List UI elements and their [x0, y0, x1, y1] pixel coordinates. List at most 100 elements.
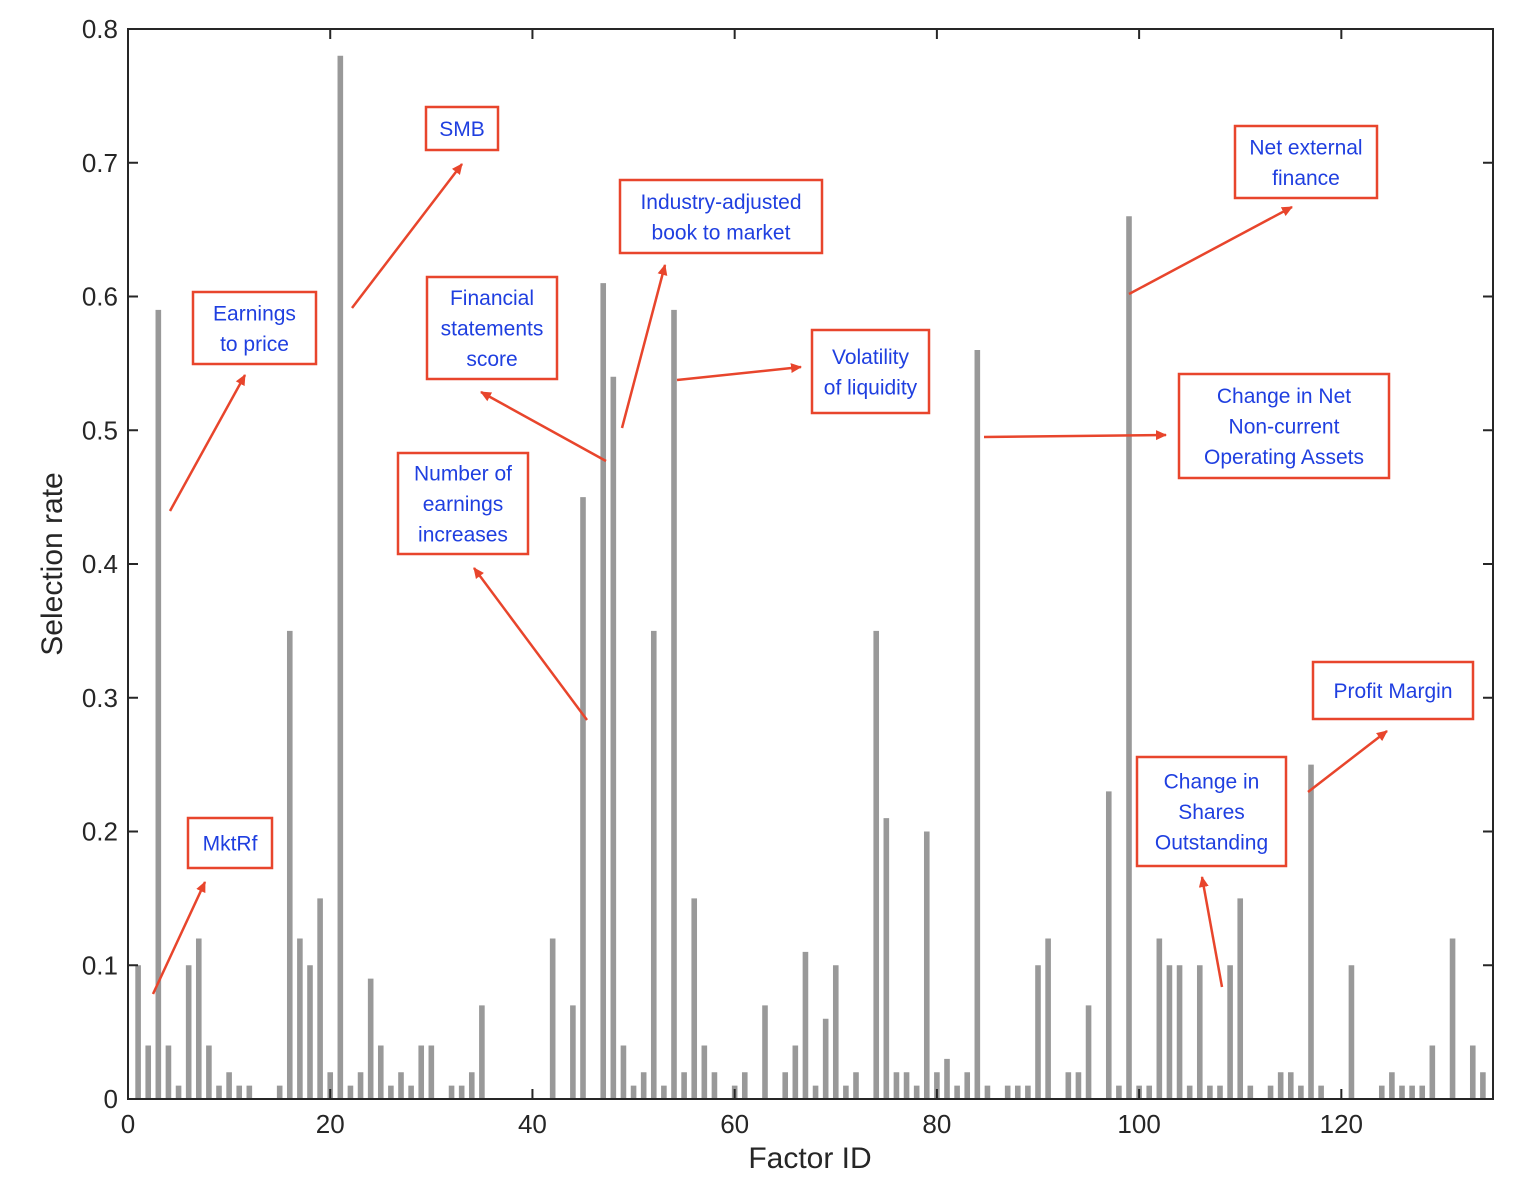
bar-factor-106: [1196, 965, 1203, 1099]
annotation-factor-84: Change in Net Non-current Operating Assets: [983, 372, 1391, 480]
bar-factor-104: [1176, 965, 1183, 1099]
bar-factor-42: [549, 938, 556, 1099]
bar-factor-1: [135, 965, 141, 1099]
annotation-factor-109: Change in Shares Outstanding: [1135, 755, 1288, 988]
bar-factor-53: [661, 1085, 667, 1100]
bar-factor-27: [398, 1072, 404, 1099]
bar-factor-11: [236, 1085, 243, 1100]
annotation-factor-47: Financial statements score: [425, 275, 607, 463]
bar-factor-124: [1378, 1085, 1385, 1100]
annotation-label: Operating Assets: [1204, 446, 1364, 469]
bar-factor-127: [1409, 1085, 1415, 1100]
bar-factor-24: [367, 978, 374, 1100]
bar-factor-128: [1419, 1085, 1426, 1100]
annotation-arrow: [676, 363, 802, 382]
bar-factor-35: [479, 1005, 485, 1100]
bar-factor-74: [873, 630, 880, 1100]
annotation-label: earnings: [423, 493, 504, 516]
annotation-box: [1177, 372, 1391, 480]
annotation-factor-99: Net external finance: [1128, 124, 1379, 296]
bar-factor-97: [1105, 791, 1112, 1100]
bar-factor-117: [1308, 764, 1314, 1100]
bar-factor-93: [1065, 1072, 1072, 1099]
y-tick-label: 0: [104, 1084, 118, 1114]
bar-factor-116: [1298, 1085, 1304, 1100]
x-tick-label: 40: [518, 1109, 547, 1139]
annotation-label: Number of: [414, 463, 512, 486]
bar-factor-18: [307, 965, 313, 1099]
annotation-factor-21: SMB: [351, 105, 500, 309]
bar-factor-113: [1267, 1085, 1274, 1100]
annotation-box: [1233, 124, 1379, 200]
bar-factor-121: [1348, 965, 1355, 1099]
bar-factor-79: [923, 831, 930, 1099]
annotation-label: of liquidity: [824, 376, 918, 399]
bar-factor-103: [1166, 965, 1173, 1099]
bar-factor-101: [1146, 1085, 1153, 1100]
annotation-label: SMB: [439, 118, 485, 141]
bar-factor-70: [832, 965, 839, 1099]
bar-factor-9: [216, 1085, 222, 1100]
bar-factor-77: [903, 1072, 910, 1099]
bar-factor-25: [377, 1045, 384, 1099]
bar-factor-57: [701, 1045, 708, 1099]
bar-factor-45: [580, 497, 586, 1100]
annotation-box: [810, 328, 931, 415]
bar-factor-17: [297, 938, 303, 1099]
bar-factor-89: [1025, 1085, 1031, 1100]
bar-factor-47: [600, 283, 607, 1099]
annotation-label: Net external: [1249, 136, 1362, 159]
bar-factor-28: [408, 1085, 414, 1100]
annotation-box: [396, 451, 530, 556]
annotation-factor-1: MktRf: [151, 816, 274, 995]
bars-layer: [135, 55, 1486, 1100]
bar-factor-75: [883, 818, 890, 1100]
bar-factor-44: [570, 1005, 576, 1100]
annotation-label: Shares: [1178, 801, 1245, 824]
bar-factor-71: [843, 1085, 849, 1100]
bar-factor-91: [1045, 938, 1051, 1099]
annotation-arrow: [1128, 205, 1293, 296]
x-tick-label: 0: [121, 1109, 135, 1139]
bar-factor-5: [175, 1085, 182, 1100]
bar-factor-20: [327, 1072, 334, 1099]
bar-factor-110: [1237, 898, 1244, 1100]
annotation-arrow: [472, 567, 589, 721]
bar-factor-131: [1449, 938, 1456, 1099]
annotation-label: to price: [220, 333, 289, 356]
bar-factor-49: [620, 1045, 627, 1099]
bar-factor-105: [1186, 1085, 1193, 1100]
annotation-label: Profit Margin: [1333, 680, 1452, 703]
annotation-arrow: [1307, 730, 1388, 793]
annotation-arrow: [168, 374, 247, 512]
bar-factor-22: [347, 1085, 354, 1100]
annotation-label: statements: [441, 318, 544, 341]
annotation-arrow: [480, 390, 607, 463]
bar-factor-125: [1389, 1072, 1395, 1099]
bar-factor-16: [286, 630, 293, 1100]
y-tick-label: 0.8: [82, 14, 118, 44]
annotation-arrow: [151, 881, 207, 995]
bar-factor-94: [1075, 1072, 1082, 1099]
bar-factor-7: [195, 938, 202, 1099]
bar-factor-54: [671, 309, 677, 1099]
annotation-label: Outstanding: [1155, 832, 1268, 855]
annotation-factor-3: Earnings to price: [168, 290, 318, 512]
bar-factor-87: [1004, 1085, 1011, 1100]
annotation-factor-54: Volatility of liquidity: [676, 328, 931, 415]
bar-factor-26: [388, 1085, 394, 1100]
bar-factor-133: [1469, 1045, 1476, 1099]
x-axis-title: Factor ID: [748, 1142, 871, 1175]
annotation-label: Earnings: [213, 302, 296, 325]
annotation-box: [618, 178, 824, 255]
annotations-layer: MktRf Earnings to price SMB Number of earning…: [151, 105, 1475, 995]
bar-factor-85: [984, 1085, 991, 1100]
bar-factor-102: [1156, 938, 1163, 1099]
x-tick-label: 120: [1320, 1109, 1363, 1139]
bar-factor-126: [1399, 1085, 1405, 1100]
bar-factor-115: [1287, 1072, 1294, 1099]
y-axis-title: Selection rate: [36, 472, 69, 655]
bar-factor-15: [276, 1085, 283, 1100]
bar-factor-12: [246, 1085, 253, 1100]
